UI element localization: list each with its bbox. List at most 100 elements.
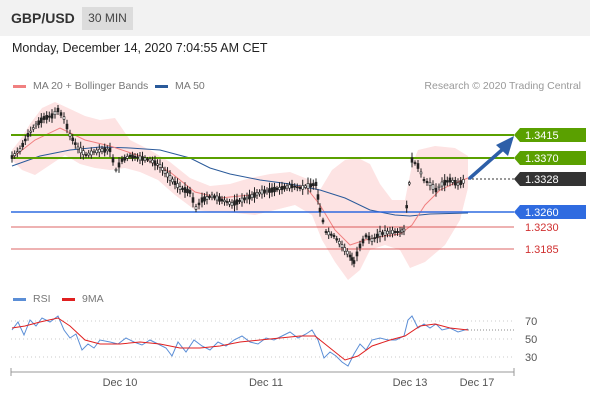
candle-body xyxy=(413,162,417,164)
candle-body xyxy=(410,157,414,163)
candle-body xyxy=(228,201,231,205)
candle-body xyxy=(303,185,307,188)
candle-body xyxy=(176,183,179,188)
price-label-2: 1.3370 xyxy=(514,151,586,165)
rsi-axis-label-50: 50 xyxy=(525,334,537,346)
candle-body xyxy=(225,201,229,203)
candle-body xyxy=(443,179,447,186)
candle-body xyxy=(388,230,392,234)
candle-body xyxy=(108,147,112,153)
x-axis-label-dec13: Dec 13 xyxy=(393,377,428,389)
candle-body xyxy=(220,198,224,202)
candle-body xyxy=(386,230,389,235)
price-label-target-1: 1.3230 xyxy=(525,222,559,234)
candle-body xyxy=(45,115,49,120)
candle-body xyxy=(419,171,423,175)
candle-body xyxy=(186,188,189,194)
candle-body xyxy=(37,120,41,125)
bollinger-band xyxy=(12,102,468,280)
candle-body xyxy=(434,187,438,193)
candle-body xyxy=(230,202,234,206)
candle-body xyxy=(459,180,463,185)
candle-body xyxy=(453,180,457,186)
candle-body xyxy=(451,180,455,183)
candle-body xyxy=(295,186,299,189)
candle-body xyxy=(270,187,274,193)
candle-body xyxy=(358,243,362,249)
candle-body xyxy=(156,163,159,166)
candle-body xyxy=(103,147,106,153)
candle-body xyxy=(151,159,154,164)
candle-body xyxy=(148,158,152,162)
candle-body xyxy=(173,181,177,185)
rsi-line xyxy=(11,315,469,367)
candle-body xyxy=(255,192,259,196)
candle-body xyxy=(223,199,226,202)
candle-body xyxy=(245,196,249,200)
candle-body xyxy=(288,184,291,189)
candle-body xyxy=(153,160,157,166)
candle-body xyxy=(402,228,406,232)
price-label-current: 1.3328 xyxy=(514,172,586,186)
ma50-line xyxy=(11,146,469,217)
candle-body xyxy=(136,156,139,159)
candle-body xyxy=(416,163,420,169)
candle-body xyxy=(233,200,236,206)
candle-body xyxy=(265,189,269,193)
candle-body xyxy=(355,251,359,257)
candle-body xyxy=(194,206,198,210)
rsi-ma-legend-label: 9MA xyxy=(82,293,104,305)
rsi-axis-label-30: 30 xyxy=(525,352,537,364)
candle-body xyxy=(337,241,341,245)
candle-body xyxy=(39,117,43,124)
candle-body xyxy=(240,197,244,203)
candle-body xyxy=(23,138,27,142)
ma50-legend-label: MA 50 xyxy=(175,80,205,92)
candle-body xyxy=(290,183,294,189)
candle-body xyxy=(65,123,69,130)
timeframe-button[interactable]: 30 MIN xyxy=(82,7,133,30)
candle-body xyxy=(348,254,352,258)
candle-body xyxy=(364,234,368,238)
candle-body xyxy=(370,238,374,242)
price-label-1: 1.3415 xyxy=(514,128,586,142)
candle-body xyxy=(146,158,149,161)
candle-body xyxy=(218,196,221,202)
candle-body xyxy=(133,156,137,159)
candle-body xyxy=(378,231,382,237)
candle-body xyxy=(283,185,286,190)
copyright-text: Research © 2020 Trading Central xyxy=(424,80,581,92)
candle-body xyxy=(128,154,132,157)
candle-body xyxy=(171,178,174,183)
candle-body xyxy=(298,187,302,190)
price-label-2-text: 1.3370 xyxy=(525,153,559,165)
candle-body xyxy=(31,127,35,130)
chart-datetime: Monday, December 14, 2020 7:04:55 AM CET xyxy=(12,41,268,55)
candle-body xyxy=(329,233,333,236)
candle-body xyxy=(456,182,460,186)
candle-body xyxy=(34,123,38,127)
candle-body xyxy=(324,231,328,233)
candle-body xyxy=(340,244,344,248)
candle-body xyxy=(138,155,142,161)
symbol-label: GBP/USD xyxy=(11,10,75,26)
candle-body xyxy=(405,205,409,209)
candle-body xyxy=(79,147,82,154)
candle-body xyxy=(309,183,313,188)
candle-body xyxy=(238,200,241,202)
candle-body xyxy=(314,181,318,186)
candle-body xyxy=(82,150,85,155)
candle-body xyxy=(396,231,399,234)
candle-body xyxy=(367,235,371,241)
candle-body xyxy=(161,167,164,171)
candle-body xyxy=(461,179,465,184)
candle-body xyxy=(84,154,88,156)
candle-body xyxy=(59,112,63,116)
candle-body xyxy=(381,232,384,235)
candle-body xyxy=(56,107,60,113)
candle-body xyxy=(68,133,72,137)
x-axis-label-dec17: Dec 17 xyxy=(460,377,495,389)
candle-body xyxy=(311,183,315,187)
candle-body xyxy=(268,188,271,193)
candle-body xyxy=(258,192,261,195)
